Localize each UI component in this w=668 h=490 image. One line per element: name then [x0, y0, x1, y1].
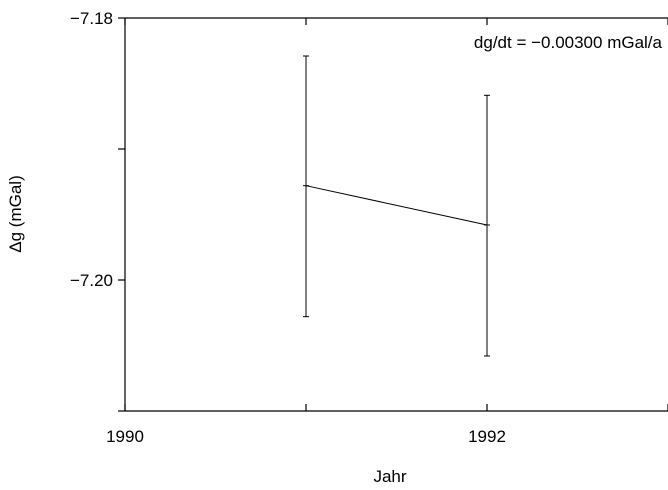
series: [303, 185, 490, 226]
y-axis-title: Δg (mGal): [6, 175, 25, 252]
axes: [124, 17, 668, 412]
y-tick-label: −7.18: [70, 9, 113, 28]
y-tick-label: −7.20: [70, 271, 113, 290]
tick-labels: 1990 1992 −7.18 −7.20: [70, 9, 506, 446]
x-axis-title: Jahr: [373, 467, 406, 486]
series-line: [305, 185, 488, 226]
x-tick-label: 1992: [468, 427, 506, 446]
slope-annotation: dg/dt = −0.00300 mGal/a: [474, 33, 663, 52]
error-bars: [303, 55, 490, 357]
x-tick-label: 1990: [106, 427, 144, 446]
ticks: [118, 17, 668, 412]
